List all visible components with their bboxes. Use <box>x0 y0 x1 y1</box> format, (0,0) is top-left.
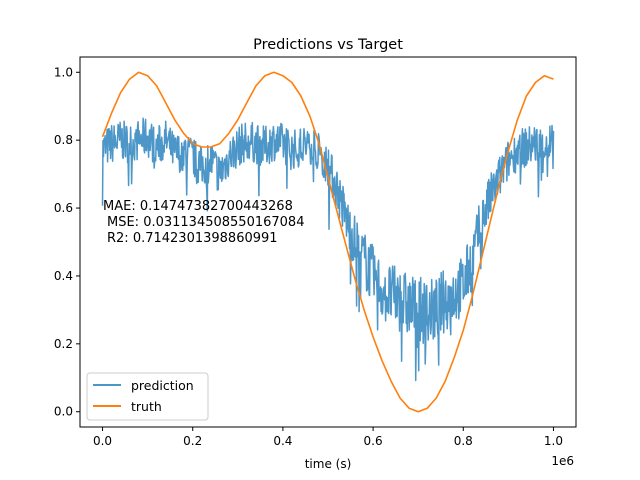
x-axis-label: time (s) <box>305 457 352 471</box>
metric-r2: R2: 0.7142301398860991 <box>107 231 278 246</box>
plot-frame <box>79 56 577 428</box>
x-axis: 0.0 0.2 0.4 0.6 0.8 1.0 <box>93 427 563 448</box>
x-tick-label: 0.8 <box>454 434 473 448</box>
metric-mse: MSE: 0.031134508550167084 <box>107 215 304 230</box>
series-truth-line <box>101 71 554 413</box>
x-tick-label: 0.2 <box>183 434 202 448</box>
x-tick-label: 0.4 <box>273 434 292 448</box>
chart-title: Predictions vs Target <box>253 37 403 53</box>
x-tick-label: 0.0 <box>93 434 112 448</box>
y-tick-label: 0.2 <box>54 337 73 351</box>
legend-prediction-label: prediction <box>131 378 194 393</box>
legend-truth-label: truth <box>131 399 162 414</box>
y-tick-label: 1.0 <box>54 65 73 79</box>
y-tick-label: 0.4 <box>54 269 73 283</box>
x-tick-label: 0.6 <box>364 434 383 448</box>
x-axis-offset: 1e6 <box>551 454 574 468</box>
series-prediction-line <box>101 117 555 382</box>
y-tick-label: 0.0 <box>54 405 73 419</box>
y-axis: 0.0 0.2 0.4 0.6 0.8 1.0 <box>54 65 80 419</box>
x-tick-label: 1.0 <box>544 434 563 448</box>
plot-area: MAE: 0.14747382700443268 MSE: 0.03113450… <box>79 56 577 428</box>
plot-background <box>80 57 576 427</box>
y-tick-label: 0.8 <box>54 133 73 147</box>
legend: prediction truth <box>86 372 209 421</box>
y-tick-label: 0.6 <box>54 201 73 215</box>
metric-mae: MAE: 0.14747382700443268 <box>103 199 293 214</box>
series-layer <box>101 71 555 413</box>
